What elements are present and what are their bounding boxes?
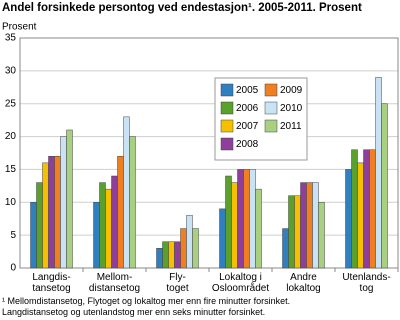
legend-swatch [220, 83, 234, 97]
bar [129, 136, 136, 269]
bar [54, 156, 61, 269]
bar [288, 195, 295, 269]
plot-frame [19, 37, 399, 269]
footnote: ¹ Mellomdistansetog, Flytoget og lokalto… [2, 296, 291, 306]
y-tick-label: 10 [5, 197, 17, 208]
legend-label: 2010 [280, 103, 303, 114]
bar [186, 215, 193, 269]
bar [36, 182, 43, 269]
y-tick-label: 5 [10, 230, 16, 241]
bar [375, 77, 382, 269]
x-tick-label: Lokaltog i Osloområdet [211, 272, 270, 294]
y-tick-label: 25 [5, 98, 17, 109]
legend-swatch [264, 101, 278, 115]
bar [294, 195, 301, 269]
legend-label: 2006 [236, 103, 259, 114]
legend-label: 2007 [236, 121, 259, 132]
bar [30, 202, 37, 269]
x-tick-label: Utenlands- tog [342, 272, 391, 294]
bar [225, 175, 232, 269]
bar [66, 129, 73, 269]
legend-swatch [264, 83, 278, 97]
footnote: Langdistansetog og utenlandstog mer enn … [2, 307, 266, 317]
chart-title: Andel forsinkede persontog ved endestasj… [2, 2, 362, 14]
bar [99, 182, 106, 269]
legend-swatch [220, 137, 234, 151]
x-tick-label: Langdis- tansetog [32, 272, 71, 294]
bar [156, 248, 163, 269]
bar [300, 182, 307, 269]
y-tick-label: 35 [5, 33, 17, 44]
bar [93, 202, 100, 269]
bar [60, 136, 67, 269]
bar [282, 228, 289, 269]
bar [123, 116, 130, 269]
bar [357, 162, 364, 269]
bar [168, 241, 175, 269]
y-tick-label: 20 [5, 131, 17, 142]
bar [42, 162, 49, 269]
bar [162, 241, 169, 269]
y-tick-label: 15 [5, 164, 17, 175]
legend-swatch [220, 119, 234, 133]
bar [369, 149, 376, 269]
bar [180, 228, 187, 269]
y-tick-label: 0 [10, 263, 16, 274]
legend-label: 2009 [280, 85, 303, 96]
bar [105, 188, 112, 269]
y-tick-label: 30 [5, 65, 17, 76]
bar [351, 149, 358, 269]
bar [111, 175, 118, 269]
bar [345, 169, 352, 269]
bar [255, 188, 262, 269]
bar [312, 182, 319, 269]
bar [231, 182, 238, 269]
bar [174, 241, 181, 269]
bar [243, 169, 250, 269]
bar [306, 182, 313, 269]
bar [249, 169, 256, 269]
y-axis-label: Prosent [2, 22, 37, 33]
bar [237, 169, 244, 269]
bar [117, 156, 124, 269]
legend-label: 2005 [236, 85, 259, 96]
legend-swatch [220, 101, 234, 115]
x-tick-label: Fly- toget [166, 272, 189, 294]
x-tick-label: Mellom- distansetog [88, 272, 141, 294]
bar [318, 202, 325, 269]
bar [219, 208, 226, 269]
bar [192, 228, 199, 269]
legend-swatch [264, 119, 278, 133]
legend-label: 2008 [236, 139, 259, 150]
bar [381, 103, 388, 269]
x-tick-label: Andre lokaltog [286, 272, 321, 294]
legend-label: 2011 [280, 121, 302, 132]
bar [363, 149, 370, 269]
bar [48, 156, 55, 269]
